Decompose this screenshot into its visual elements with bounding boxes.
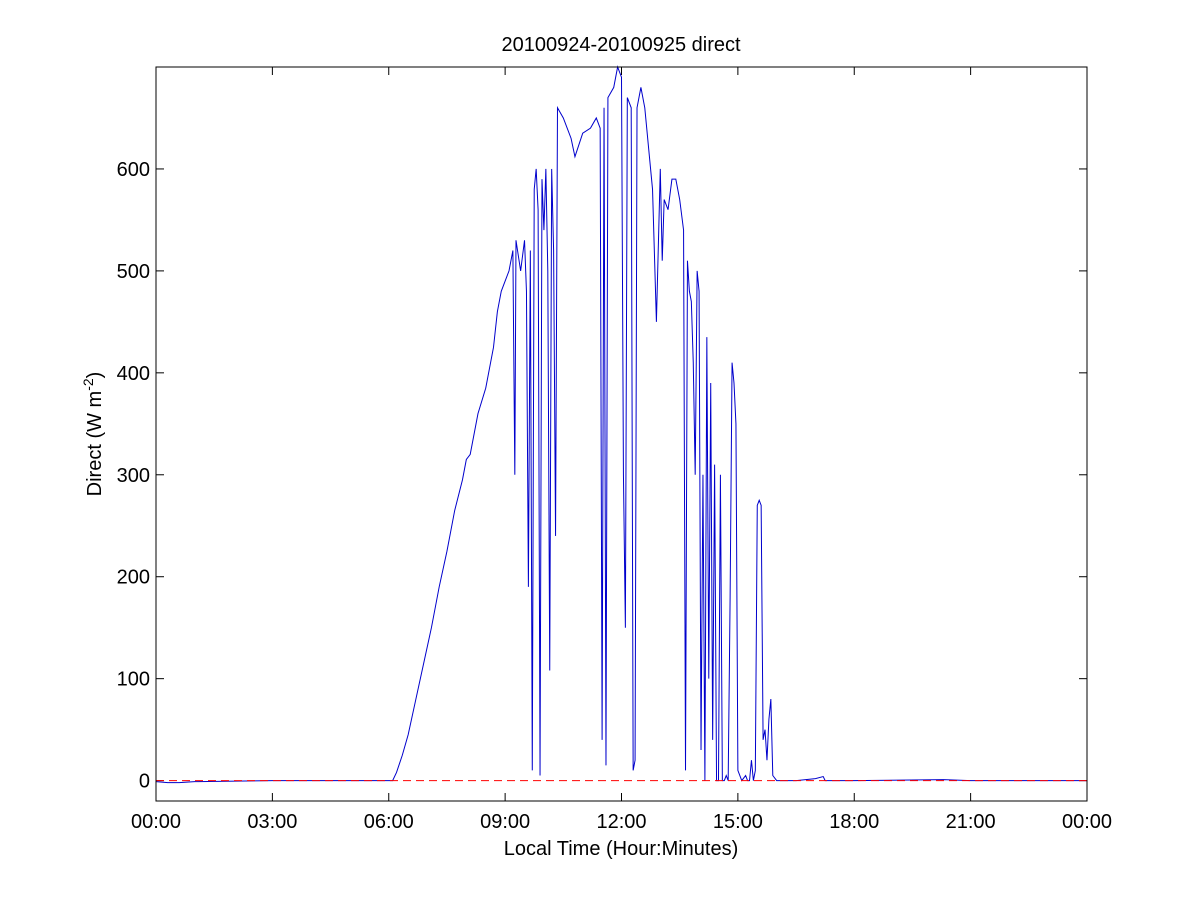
tick-labels: 00:00 03:00 06:00 09:00 12:00 15:00 18:00 21:00…	[117, 159, 1112, 833]
x-tick-label-8: 00:00	[1062, 811, 1112, 833]
y-tick-label-0: 0	[139, 771, 150, 793]
series-line-0	[155, 65, 1087, 784]
y-tick-label-6: 600	[117, 159, 150, 181]
x-tick-label-0: 00:00	[131, 811, 181, 833]
y-tick-label-4: 400	[117, 363, 150, 385]
plot-area	[156, 67, 1087, 801]
y-tick-label-5: 500	[117, 261, 150, 283]
x-tick-label-7: 21:00	[946, 811, 996, 833]
x-tick-label-2: 06:00	[364, 811, 414, 833]
x-tick-label-6: 18:00	[829, 811, 879, 833]
x-tick-label-5: 15:00	[713, 811, 763, 833]
y-tick-label-3: 300	[117, 465, 150, 487]
x-tick-label-4: 12:00	[596, 811, 646, 833]
x-tick-label-1: 03:00	[247, 811, 297, 833]
y-axis-label-superscript: -2	[80, 378, 96, 391]
y-axis-label-close: )	[84, 372, 106, 379]
y-axis-label-main: Direct (W m	[84, 391, 106, 497]
y-tick-label-1: 100	[117, 669, 150, 691]
x-axis-label: Local Time (Hour:Minutes)	[504, 838, 739, 860]
x-tick-label-3: 09:00	[480, 811, 530, 833]
chart-title: 20100924-20100925 direct	[501, 34, 741, 56]
y-axis-label: Direct (W m-2)	[80, 372, 106, 497]
series-layer	[155, 65, 1087, 784]
y-tick-label-2: 200	[117, 567, 150, 589]
axes-box	[155, 66, 1088, 802]
